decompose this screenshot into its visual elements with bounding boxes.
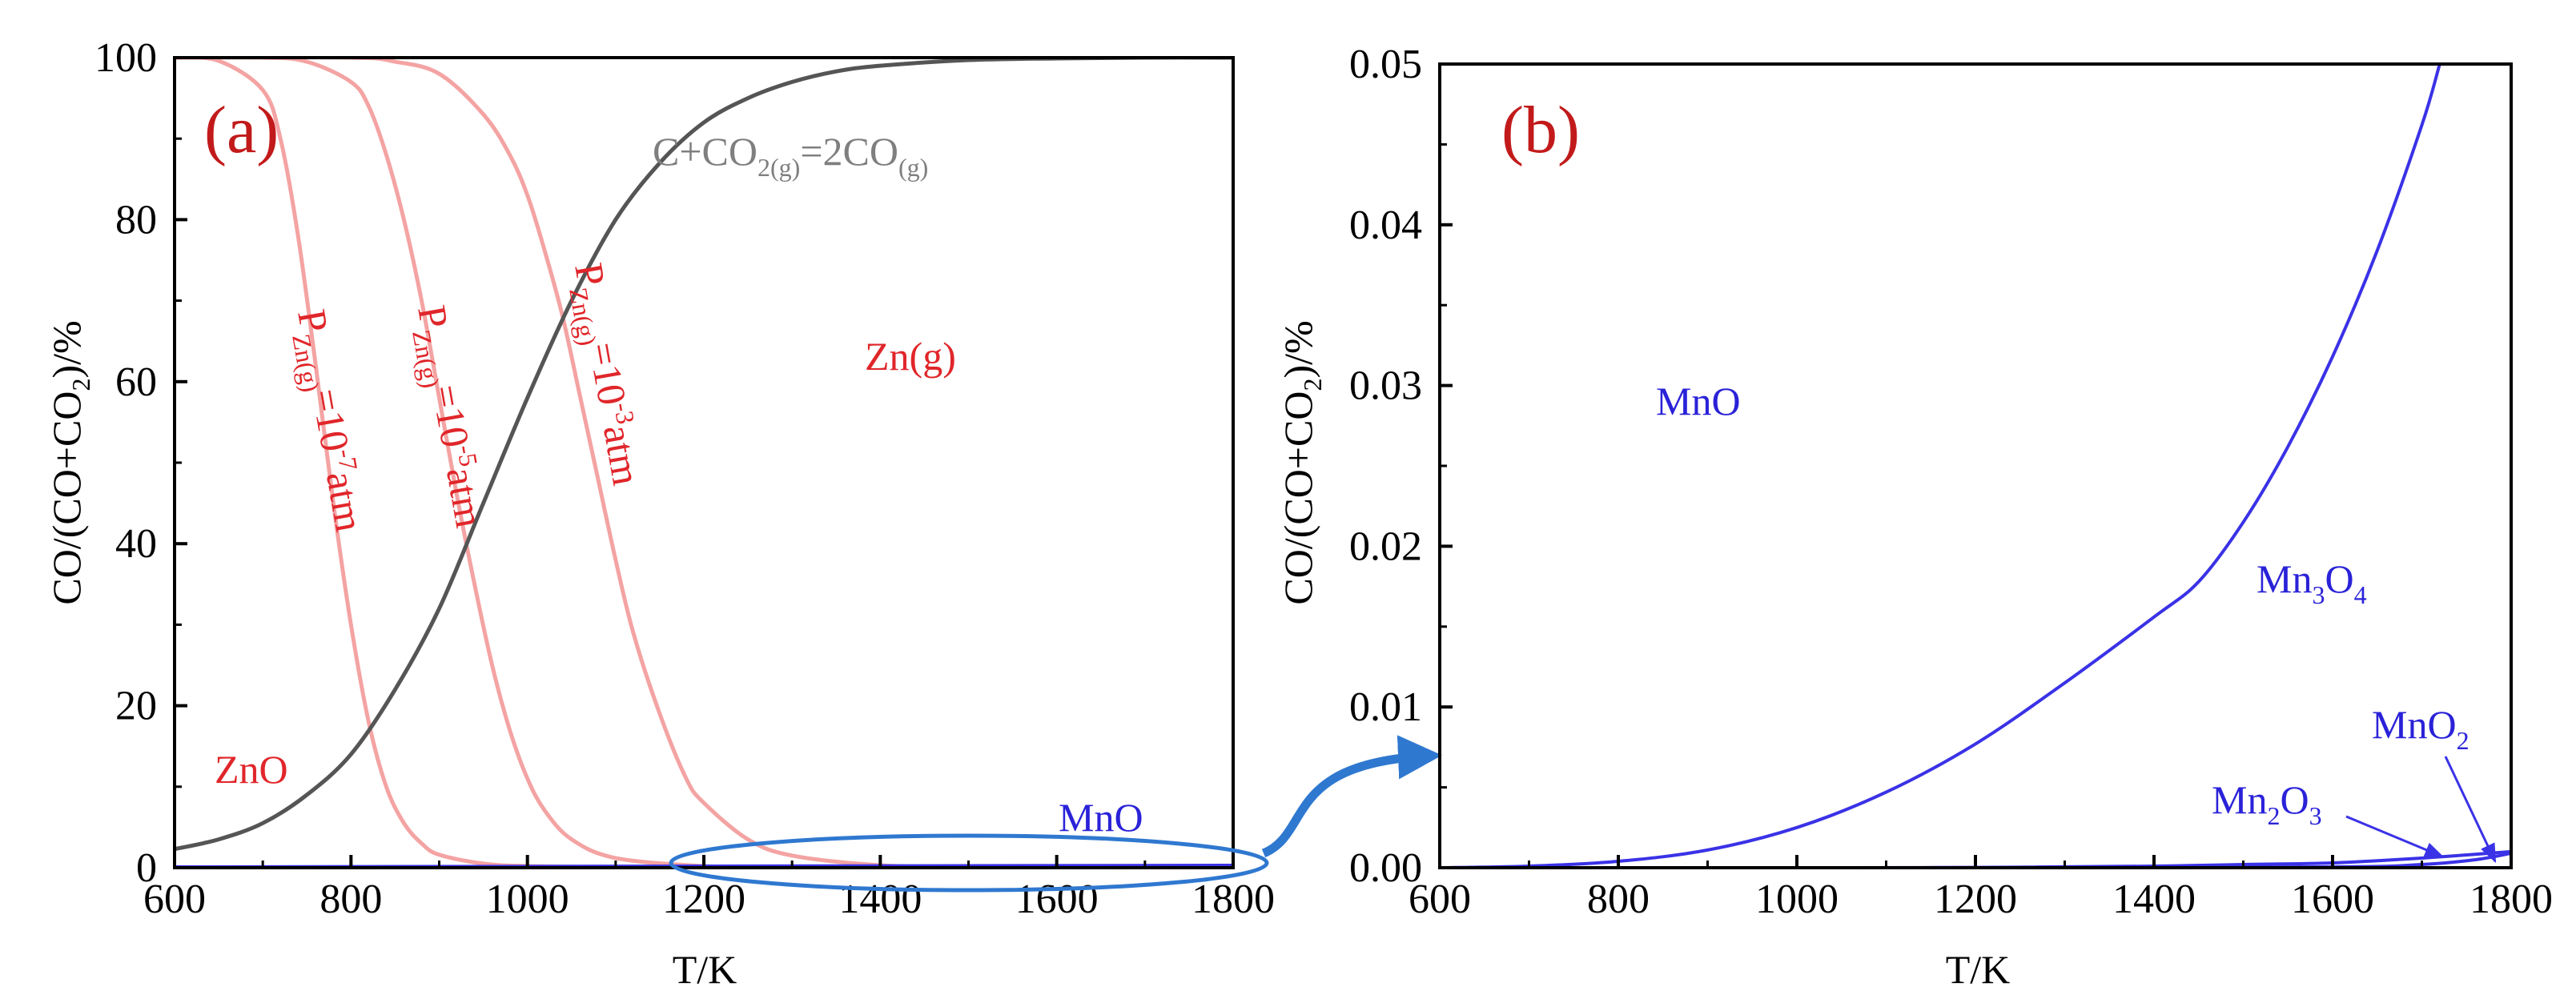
panel-b: 600 800 1000 1200 1400 1600 1800 0.00 0.01 0.02 0.… (1276, 42, 2553, 992)
mno-label-a: MnO (1059, 795, 1143, 840)
y-tick-label-b: 0.04 (1349, 203, 1422, 248)
y-axis-title-a: CO/(CO+CO2)/% (44, 320, 95, 604)
mn2o3-pointer-arrow (2345, 815, 2445, 858)
y-tick-label-a: 60 (115, 359, 157, 405)
pzn-10-5-label: PZn(g)=10-5atm (403, 302, 494, 532)
zoom-highlight-ellipse (669, 833, 1269, 893)
x-tick-label-b: 1400 (2112, 877, 2196, 922)
y-tick-label-b: 0.01 (1349, 684, 1422, 730)
y-tick-label-a: 0 (136, 845, 157, 891)
series-line-a-4 (175, 58, 1233, 852)
y-tick-label-a: 100 (94, 35, 157, 81)
carbon-reaction-label: C+CO2(g)=2CO(g) (653, 129, 928, 182)
y-tick-label-b: 0.05 (1349, 42, 1422, 87)
zn-gas-label: Zn(g) (865, 334, 956, 379)
x-tick-label-a: 1200 (662, 877, 745, 922)
x-tick-label-b: 800 (1587, 877, 1650, 922)
mno-label-b: MnO (1656, 379, 1741, 423)
y-tick-label-b: 0.02 (1349, 524, 1422, 569)
zoom-connector-arrow (1261, 735, 1442, 858)
x-axis-title-b: T/K (1946, 947, 2011, 992)
y-tick-label-a: 40 (115, 521, 157, 567)
x-tick-label-a: 1400 (838, 877, 922, 922)
plot-frame-a (173, 56, 1235, 869)
mn3o4-label: Mn3O4 (2257, 556, 2367, 609)
series-line-a-2 (175, 58, 1233, 868)
x-tick-label-b: 1200 (1934, 877, 2017, 922)
panel-a: 600 800 1000 1200 1400 1600 1800 0 20 40 60 80 100 (… (44, 35, 1275, 992)
x-tick-label-a: 1800 (1192, 877, 1275, 922)
panel-label-a: (a) (204, 93, 279, 167)
y-tick-label-a: 20 (115, 684, 157, 729)
x-tick-label-a: 1000 (486, 877, 569, 922)
x-tick-label-b: 1800 (2470, 877, 2553, 922)
mno2-label: MnO2 (2372, 702, 2470, 755)
pzn-10-7-label: PZn(g)=10-7atm (283, 306, 374, 536)
x-tick-label-a: 600 (143, 877, 206, 922)
panel-label-b: (b) (1501, 93, 1580, 167)
x-axis-title-a: T/K (673, 947, 737, 992)
mn2o3-label: Mn2O3 (2212, 777, 2322, 830)
zno-label: ZnO (215, 747, 288, 792)
y-tick-label-a: 80 (115, 197, 157, 243)
x-tick-label-a: 800 (319, 877, 382, 922)
y-axis-title-b: CO/(CO+CO2)/% (1276, 320, 1327, 604)
series-line-b-1 (1440, 64, 2441, 868)
y-tick-label-b: 0.03 (1349, 363, 1422, 409)
x-tick-label-b: 1600 (2291, 877, 2374, 922)
x-tick-label-a: 1600 (1015, 877, 1099, 922)
series-line-a-1 (175, 58, 1233, 868)
mno2-pointer-arrow (2444, 756, 2497, 864)
x-tick-label-b: 1000 (1755, 877, 1839, 922)
plot-frame-b (1438, 62, 2513, 869)
y-tick-label-b: 0.00 (1349, 845, 1422, 891)
x-tick-label-b: 600 (1409, 877, 1471, 922)
